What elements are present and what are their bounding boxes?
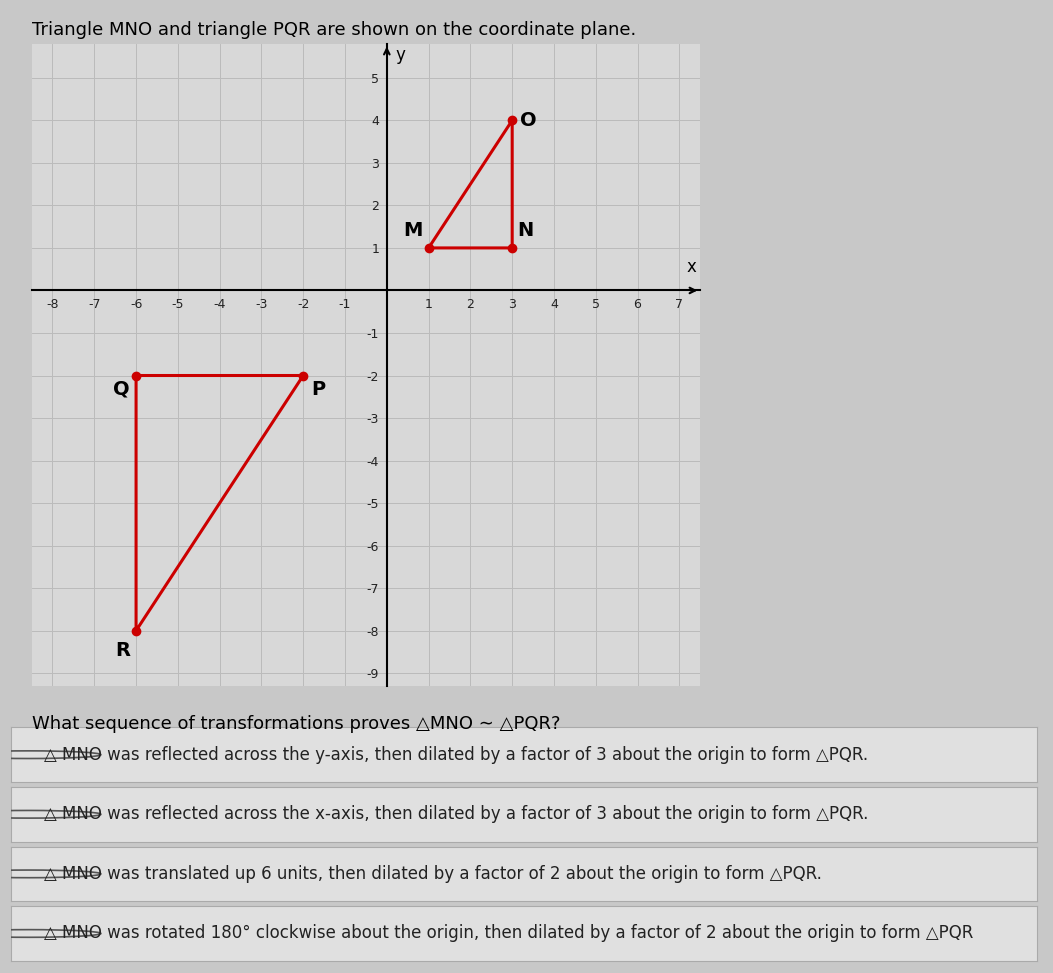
Text: N: N [517,221,534,240]
Text: P: P [312,379,325,399]
Text: R: R [115,641,130,661]
Text: △ MNO was reflected across the y-axis, then dilated by a factor of 3 about the o: △ MNO was reflected across the y-axis, t… [44,745,869,764]
Text: M: M [403,221,422,240]
Text: x: x [687,258,696,275]
Text: y: y [395,46,405,64]
Text: △ MNO was translated up 6 units, then dilated by a factor of 2 about the origin : △ MNO was translated up 6 units, then di… [44,865,822,883]
Text: △ MNO was reflected across the x-axis, then dilated by a factor of 3 about the o: △ MNO was reflected across the x-axis, t… [44,806,869,823]
Text: O: O [520,111,536,129]
Text: What sequence of transformations proves △MNO ∼ △PQR?: What sequence of transformations proves … [32,715,560,733]
Text: △ MNO was rotated 180° clockwise about the origin, then dilated by a factor of 2: △ MNO was rotated 180° clockwise about t… [44,924,974,943]
Text: Triangle MNO and triangle PQR are shown on the coordinate plane.: Triangle MNO and triangle PQR are shown … [32,21,636,39]
Text: Q: Q [113,379,130,399]
